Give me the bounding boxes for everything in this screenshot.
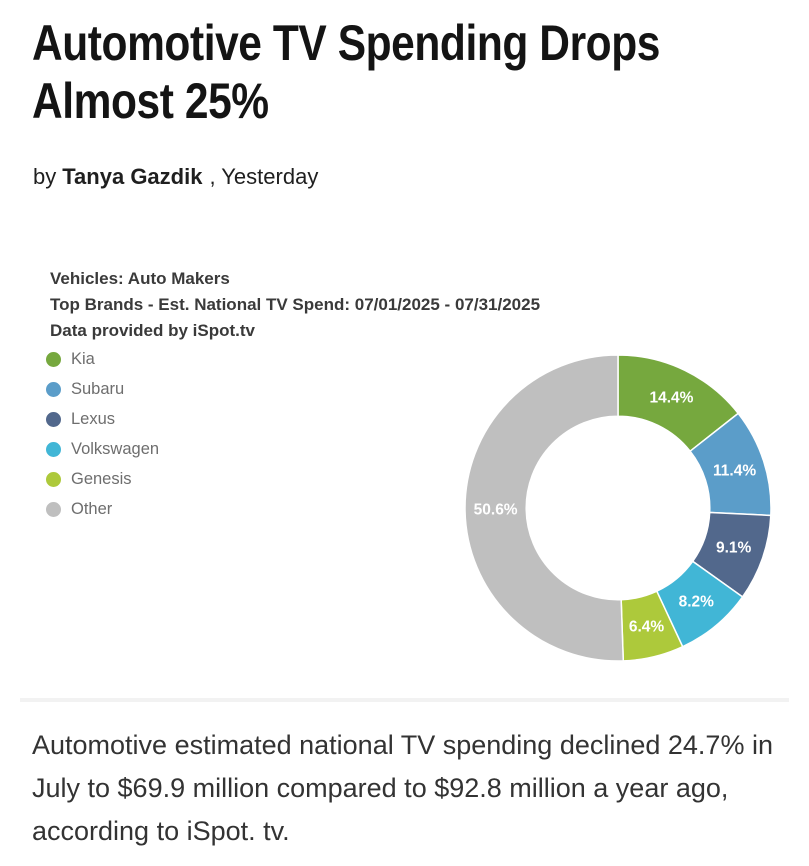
legend-item-volkswagen: Volkswagen: [46, 440, 159, 459]
legend-label: Genesis: [71, 470, 132, 488]
legend-label: Other: [71, 500, 113, 518]
byline-date: , Yesterday: [209, 164, 319, 189]
legend-item-kia: Kia: [46, 350, 159, 369]
slice-label-genesis: 6.4%: [629, 619, 665, 636]
byline-prefix: by: [33, 164, 57, 189]
legend-swatch-icon: [46, 442, 61, 457]
legend-item-lexus: Lexus: [46, 410, 159, 429]
chart-legend: Kia Subaru Lexus Volkswagen Genesis Other: [46, 350, 159, 530]
chart-title-line-1: Vehicles: Auto Makers: [50, 269, 230, 288]
slice-label-kia: 14.4%: [649, 389, 693, 406]
chart-title-line-2: Top Brands - Est. National TV Spend: 07/…: [50, 295, 541, 314]
byline: by Tanya Gazdik, Yesterday: [33, 164, 318, 190]
author-name: Tanya Gazdik: [62, 164, 203, 189]
slice-label-subaru: 11.4%: [713, 462, 756, 479]
legend-label: Subaru: [71, 380, 125, 398]
legend-label: Kia: [71, 350, 95, 368]
legend-item-subaru: Subaru: [46, 380, 159, 399]
donut-slice-other: [464, 354, 625, 662]
legend-item-genesis: Genesis: [46, 470, 159, 489]
legend-swatch-icon: [46, 352, 61, 367]
chart-title-line-3: Data provided by iSpot.tv: [50, 321, 255, 340]
chart-figure: Vehicles: Auto Makers Top Brands - Est. …: [0, 252, 809, 698]
section-divider: [20, 698, 789, 702]
slice-label-lexus: 9.1%: [716, 540, 752, 557]
legend-swatch-icon: [46, 502, 61, 517]
legend-label: Volkswagen: [71, 440, 160, 458]
legend-swatch-icon: [46, 382, 61, 397]
donut-chart: 14.4% 11.4% 9.1% 8.2% 6.4% 50.6%: [464, 354, 772, 662]
legend-label: Lexus: [71, 410, 116, 428]
page-title: Automotive TV Spending Drops Almost 25%: [32, 15, 660, 129]
chart-title: Vehicles: Auto Makers Top Brands - Est. …: [50, 266, 540, 344]
article-paragraph: Automotive estimated national TV spendin…: [32, 730, 773, 846]
legend-item-other: Other: [46, 500, 159, 519]
slice-label-other: 50.6%: [474, 502, 518, 519]
legend-swatch-icon: [46, 412, 61, 427]
legend-swatch-icon: [46, 472, 61, 487]
slice-label-volkswagen: 8.2%: [679, 594, 715, 611]
